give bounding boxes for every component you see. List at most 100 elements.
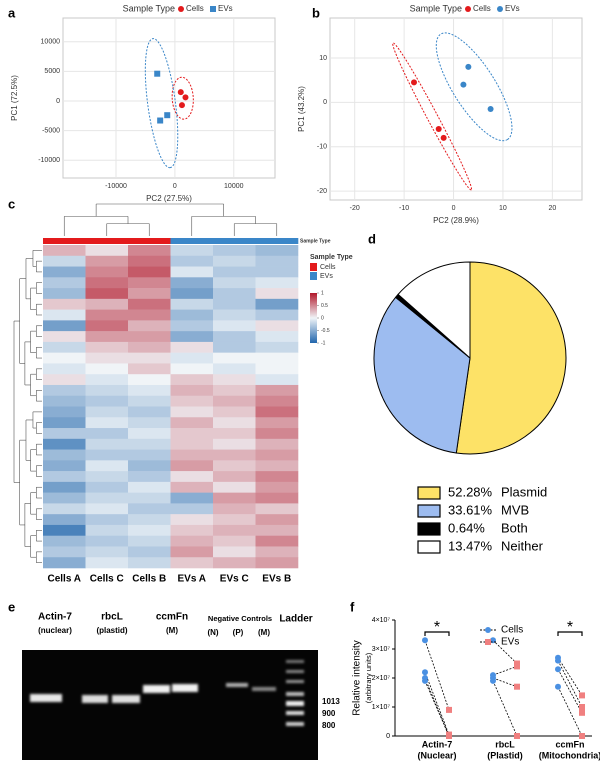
- band: [286, 701, 304, 706]
- lane-note: (M): [258, 628, 270, 637]
- heatmap-cell: [43, 449, 86, 461]
- y-tick-label: -10000: [38, 157, 60, 164]
- heatmap-cell: [85, 277, 129, 289]
- heatmap-cell: [43, 320, 86, 332]
- heatmap-cell: [170, 503, 214, 515]
- pie-slice: [373, 296, 471, 454]
- x-tick-label: 10000: [224, 183, 244, 190]
- x-axis-label: PC2 (28.9%): [433, 216, 479, 225]
- heatmap-cell: [213, 298, 256, 310]
- heatmap-cell: [128, 449, 171, 461]
- heatmap-cell: [255, 524, 299, 536]
- lane-note: (P): [233, 628, 244, 637]
- legend-title: Sample Type: [310, 254, 353, 261]
- heatmap-cell: [213, 309, 256, 321]
- heatmap-cell: [85, 428, 129, 440]
- colorbar-label: 0.5: [321, 303, 328, 309]
- colorbar: [310, 293, 317, 343]
- point: [154, 70, 161, 77]
- heatmap-cell: [128, 428, 171, 440]
- lane-label: rbcL: [101, 612, 123, 623]
- heatmap-cell: [43, 331, 86, 343]
- band: [286, 692, 304, 696]
- heatmap-cell: [128, 514, 171, 526]
- heatmap-cell: [170, 428, 214, 440]
- lane-label: ccmFn: [156, 612, 188, 623]
- pair-line: [492, 677, 518, 688]
- heatmap-cell: [255, 406, 299, 418]
- band: [286, 670, 304, 673]
- heatmap-cell: [85, 266, 129, 278]
- y-axis-label: Relative intensity: [352, 640, 363, 716]
- heatmap-cell: [213, 341, 256, 353]
- heatmap-cell: [170, 524, 214, 536]
- heatmap-cell: [85, 471, 129, 483]
- heatmap-cell: [170, 352, 214, 364]
- annotation-cell: [170, 238, 214, 244]
- heatmap-cell: [128, 417, 171, 429]
- band: [82, 695, 108, 703]
- y-tick-label: 0: [386, 733, 390, 740]
- heatmap-cell: [128, 481, 171, 493]
- heatmap-cell: [128, 557, 171, 569]
- annotation: *: [434, 619, 440, 636]
- heatmap-cell: [128, 298, 171, 310]
- heatmap-cell: [128, 546, 171, 558]
- heatmap-cell: [43, 395, 86, 407]
- pair-line: [557, 657, 583, 696]
- heatmap-cell: [255, 309, 299, 321]
- heatmap-cell: [213, 352, 256, 364]
- heatmap-cell: [255, 471, 299, 483]
- heatmap-cell: [43, 524, 86, 536]
- y-tick-label: 0: [56, 98, 60, 105]
- heatmap-cell: [213, 320, 256, 332]
- heatmap-cell: [43, 277, 86, 289]
- heatmap-cell: [255, 557, 299, 569]
- point: [579, 709, 585, 716]
- heatmap-cell: [43, 406, 86, 418]
- heatmap-cell: [255, 331, 299, 343]
- heatmap-cell: [255, 352, 299, 364]
- heatmap-cell: [128, 320, 171, 332]
- heatmap-cell: [213, 331, 256, 343]
- point: [514, 733, 520, 739]
- point: [446, 733, 452, 739]
- band: [143, 685, 170, 693]
- heatmap-cell: [255, 395, 299, 407]
- band: [286, 680, 304, 683]
- heatmap-cell: [170, 266, 214, 278]
- heatmap-cell: [85, 298, 129, 310]
- legend-label: EVs: [501, 637, 519, 648]
- heatmap-cell: [255, 492, 299, 504]
- legend-label: EVs: [218, 4, 233, 13]
- column-label: Cells B: [132, 574, 166, 585]
- heatmap-cell: [170, 320, 214, 332]
- heatmap-cell: [128, 384, 171, 397]
- column-label: Cells C: [90, 574, 124, 585]
- legend-label: Cells: [320, 264, 336, 271]
- annotation-cell: [255, 238, 299, 244]
- pair-line: [557, 686, 583, 737]
- heatmap-cell: [43, 266, 86, 278]
- point: [460, 81, 467, 88]
- y-tick-label: 5000: [44, 68, 60, 75]
- legend-value: 52.28%: [448, 484, 493, 499]
- lane-note: (plastid): [96, 626, 127, 635]
- legend-label: Neither: [501, 538, 544, 553]
- heatmap-cell: [85, 492, 129, 504]
- heatmap-cell: [170, 255, 214, 267]
- heatmap-cell: [213, 460, 256, 472]
- heatmap-cell: [213, 524, 256, 536]
- heatmap-cell: [43, 438, 86, 450]
- heatmap-cell: [170, 546, 214, 558]
- legend-marker: [465, 6, 471, 12]
- heatmap-cell: [43, 384, 86, 397]
- heatmap-cell: [43, 341, 86, 353]
- point: [555, 666, 561, 673]
- heatmap-cell: [213, 363, 256, 375]
- heatmap-cell: [170, 309, 214, 321]
- colorbar-label: 1: [321, 290, 324, 296]
- legend-label: Plasmid: [501, 484, 547, 499]
- heatmap-cell: [128, 341, 171, 353]
